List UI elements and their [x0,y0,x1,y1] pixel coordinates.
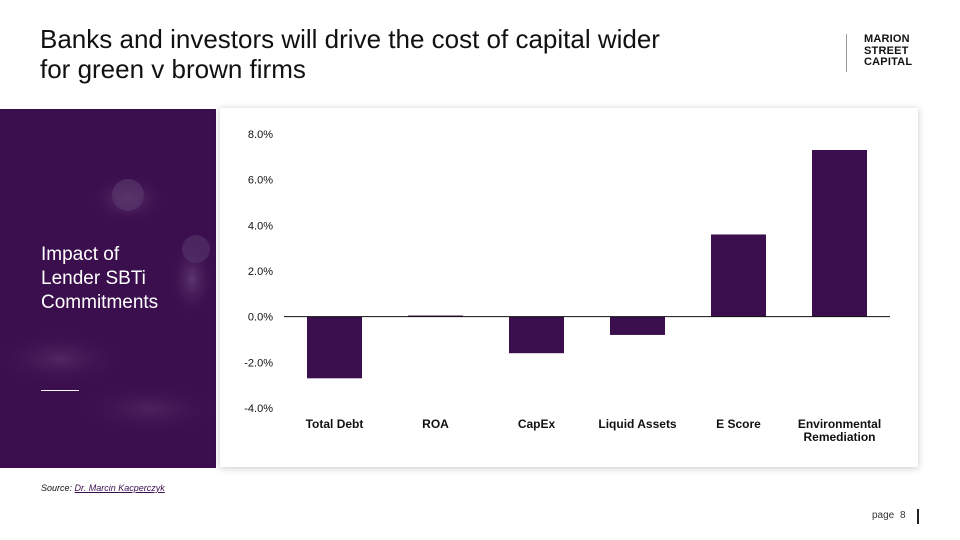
bar [509,316,564,354]
x-category-label: Environmental Remediation [798,417,881,444]
y-tick-label: 6.0% [248,175,273,187]
chart-card: 8.0% 6.0% 4.0% 2.0% 0.0% -2.0% -4.0% Total Debt… [220,108,918,467]
panel-heading-line: Commitments [41,292,159,313]
page-divider [917,509,919,524]
bar [307,316,362,379]
logo-line: MARION [864,33,910,45]
x-category-label: CapEx [518,417,556,431]
source-prefix: Source: [41,483,73,493]
slide-title-line: Banks and investors will drive the cost … [40,24,660,54]
page-indicator: page 8 [872,510,906,521]
page-number: 8 [900,510,906,521]
x-category-label: E Score [716,417,761,431]
panel-heading: Impact of Lender SBTi Commitments [41,243,211,315]
slide-title-line: for green v brown firms [40,54,306,84]
logo-line: STREET [864,44,909,57]
panel-heading-line: Impact of [41,244,120,265]
company-logo: MARION STREET CAPITAL [846,33,913,72]
source-link[interactable]: Dr. Marcin Kacperczyk [74,483,165,493]
bar-chart: 8.0% 6.0% 4.0% 2.0% 0.0% -2.0% -4.0% Total Debt… [244,129,890,444]
bar [711,234,766,317]
slide-title: Banks and investors will drive the cost … [40,24,760,84]
y-tick-label: 4.0% [248,220,273,232]
bar [610,316,665,335]
side-panel: Impact of Lender SBTi Commitments [0,109,216,468]
x-category-label: Liquid Assets [598,417,677,431]
x-category-label: ROA [422,417,449,431]
divider-rule [41,390,79,391]
y-tick-label: -2.0% [244,357,273,369]
bar [812,149,867,317]
y-tick-label: 0.0% [248,312,273,324]
logo-line: CAPITAL [864,56,913,68]
y-tick-label: 2.0% [248,266,273,278]
page-label: page [872,510,895,521]
y-tick-label: -4.0% [244,403,273,415]
panel-heading-line: Lender SBTi [41,268,146,289]
meeting-photo-image [0,109,216,468]
bar [408,315,463,317]
y-tick-label: 8.0% [248,129,273,141]
source-note: Source: Dr. Marcin Kacperczyk [41,483,165,493]
x-category-label: Total Debt [306,417,364,431]
